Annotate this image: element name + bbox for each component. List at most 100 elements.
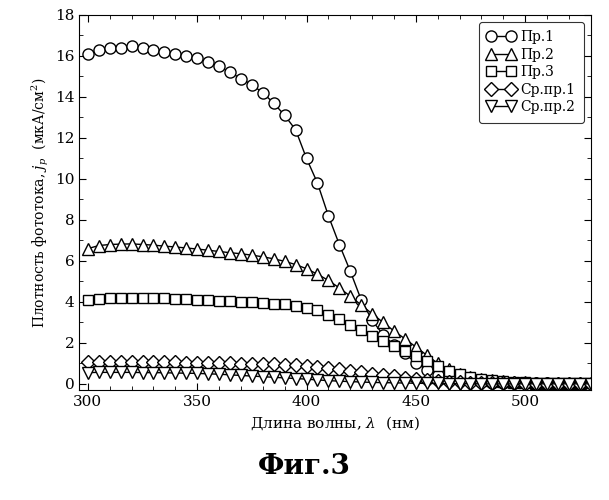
Пр.3 bbox=[532, 380, 540, 386]
Пр.3 bbox=[150, 295, 157, 301]
Ср.пр.1 bbox=[128, 360, 135, 366]
Ср.пр.2 bbox=[259, 374, 267, 380]
Ср.пр.1 bbox=[423, 377, 431, 383]
Ср.пр.2 bbox=[314, 377, 321, 383]
Пр.2 bbox=[554, 380, 561, 386]
Line: Ср.пр.1: Ср.пр.1 bbox=[83, 358, 596, 388]
Пр.2 bbox=[128, 241, 135, 247]
Ср.пр.2 bbox=[183, 370, 190, 376]
Ср.пр.1 bbox=[227, 360, 234, 366]
Пр.1 bbox=[139, 45, 146, 51]
Ср.пр.1 bbox=[390, 374, 398, 380]
Пр.3 bbox=[336, 316, 343, 322]
Text: Фиг.3: Фиг.3 bbox=[258, 453, 351, 480]
Ср.пр.1 bbox=[521, 380, 529, 386]
Пр.3 bbox=[270, 300, 277, 306]
Ср.пр.2 bbox=[238, 372, 245, 378]
Ср.пр.1 bbox=[510, 380, 518, 386]
Ср.пр.2 bbox=[117, 370, 124, 376]
Пр.1 bbox=[325, 213, 332, 219]
Пр.2 bbox=[194, 246, 201, 252]
Пр.2 bbox=[565, 380, 572, 386]
Ср.пр.2 bbox=[390, 380, 398, 386]
Пр.2 bbox=[95, 242, 102, 248]
Ср.пр.2 bbox=[456, 380, 463, 386]
Ср.пр.2 bbox=[379, 380, 387, 386]
Пр.1 bbox=[401, 350, 409, 356]
Пр.1 bbox=[488, 380, 496, 386]
Пр.3 bbox=[368, 332, 376, 338]
Ср.пр.1 bbox=[303, 363, 310, 369]
Пр.2 bbox=[150, 242, 157, 248]
Пр.1 bbox=[379, 332, 387, 338]
Ср.пр.1 bbox=[456, 380, 463, 386]
Пр.2 bbox=[357, 302, 365, 308]
Пр.1 bbox=[183, 53, 190, 59]
Ср.пр.2 bbox=[161, 370, 168, 376]
Пр.3 bbox=[543, 380, 551, 386]
Пр.1 bbox=[423, 366, 431, 372]
Ср.пр.1 bbox=[292, 362, 299, 368]
Пр.2 bbox=[325, 278, 332, 283]
Пр.1 bbox=[259, 90, 267, 96]
Ср.пр.1 bbox=[379, 372, 387, 378]
Ср.пр.1 bbox=[95, 360, 102, 366]
Пр.2 bbox=[445, 366, 452, 372]
Ср.пр.2 bbox=[576, 381, 583, 387]
Ср.пр.1 bbox=[238, 360, 245, 366]
Пр.1 bbox=[161, 49, 168, 55]
Пр.1 bbox=[205, 59, 212, 65]
Ср.пр.2 bbox=[368, 380, 376, 386]
Ср.пр.2 bbox=[128, 370, 135, 376]
Пр.1 bbox=[172, 51, 179, 57]
Пр.2 bbox=[390, 328, 398, 334]
Пр.2 bbox=[488, 378, 496, 384]
Пр.1 bbox=[357, 297, 365, 303]
Пр.1 bbox=[467, 378, 474, 384]
Ср.пр.1 bbox=[325, 365, 332, 371]
Пр.2 bbox=[499, 378, 507, 384]
Пр.1 bbox=[84, 51, 91, 57]
Ср.пр.1 bbox=[467, 380, 474, 386]
Пр.3 bbox=[139, 295, 146, 301]
Line: Пр.2: Пр.2 bbox=[82, 238, 596, 389]
Ср.пр.1 bbox=[194, 360, 201, 366]
Пр.2 bbox=[84, 246, 91, 252]
Пр.1 bbox=[510, 380, 518, 386]
Ср.пр.1 bbox=[368, 370, 376, 376]
Пр.3 bbox=[565, 380, 572, 386]
Ср.пр.2 bbox=[423, 380, 431, 386]
Пр.1 bbox=[368, 318, 376, 324]
Ср.пр.1 bbox=[576, 380, 583, 386]
Ср.пр.2 bbox=[587, 381, 594, 387]
Пр.1 bbox=[303, 156, 310, 162]
Ср.пр.1 bbox=[532, 380, 540, 386]
Ср.пр.2 bbox=[510, 381, 518, 387]
Ср.пр.2 bbox=[357, 379, 365, 385]
Ср.пр.1 bbox=[139, 360, 146, 366]
Пр.3 bbox=[488, 378, 496, 384]
Ср.пр.1 bbox=[281, 362, 288, 368]
Пр.3 bbox=[379, 338, 387, 344]
Пр.1 bbox=[238, 76, 245, 82]
Ср.пр.2 bbox=[488, 381, 496, 387]
Legend: Пр.1, Пр.2, Пр.3, Ср.пр.1, Ср.пр.2: Пр.1, Пр.2, Пр.3, Ср.пр.1, Ср.пр.2 bbox=[479, 22, 584, 122]
Ср.пр.2 bbox=[150, 370, 157, 376]
Пр.3 bbox=[128, 294, 135, 300]
Line: Пр.1: Пр.1 bbox=[82, 40, 596, 389]
Пр.2 bbox=[259, 254, 267, 260]
Пр.1 bbox=[587, 380, 594, 386]
Пр.3 bbox=[521, 380, 529, 386]
Ср.пр.2 bbox=[106, 370, 113, 376]
Ср.пр.1 bbox=[84, 360, 91, 366]
Ср.пр.1 bbox=[314, 364, 321, 370]
Пр.1 bbox=[445, 374, 452, 380]
Пр.3 bbox=[183, 296, 190, 302]
Y-axis label: Плотность фототока, $j_p$  (мкА/см$^2$): Плотность фототока, $j_p$ (мкА/см$^2$) bbox=[29, 78, 51, 328]
Пр.1 bbox=[456, 377, 463, 383]
Пр.2 bbox=[379, 320, 387, 326]
Пр.3 bbox=[281, 302, 288, 308]
Пр.1 bbox=[521, 380, 529, 386]
Пр.2 bbox=[478, 376, 485, 382]
Ср.пр.1 bbox=[554, 380, 561, 386]
